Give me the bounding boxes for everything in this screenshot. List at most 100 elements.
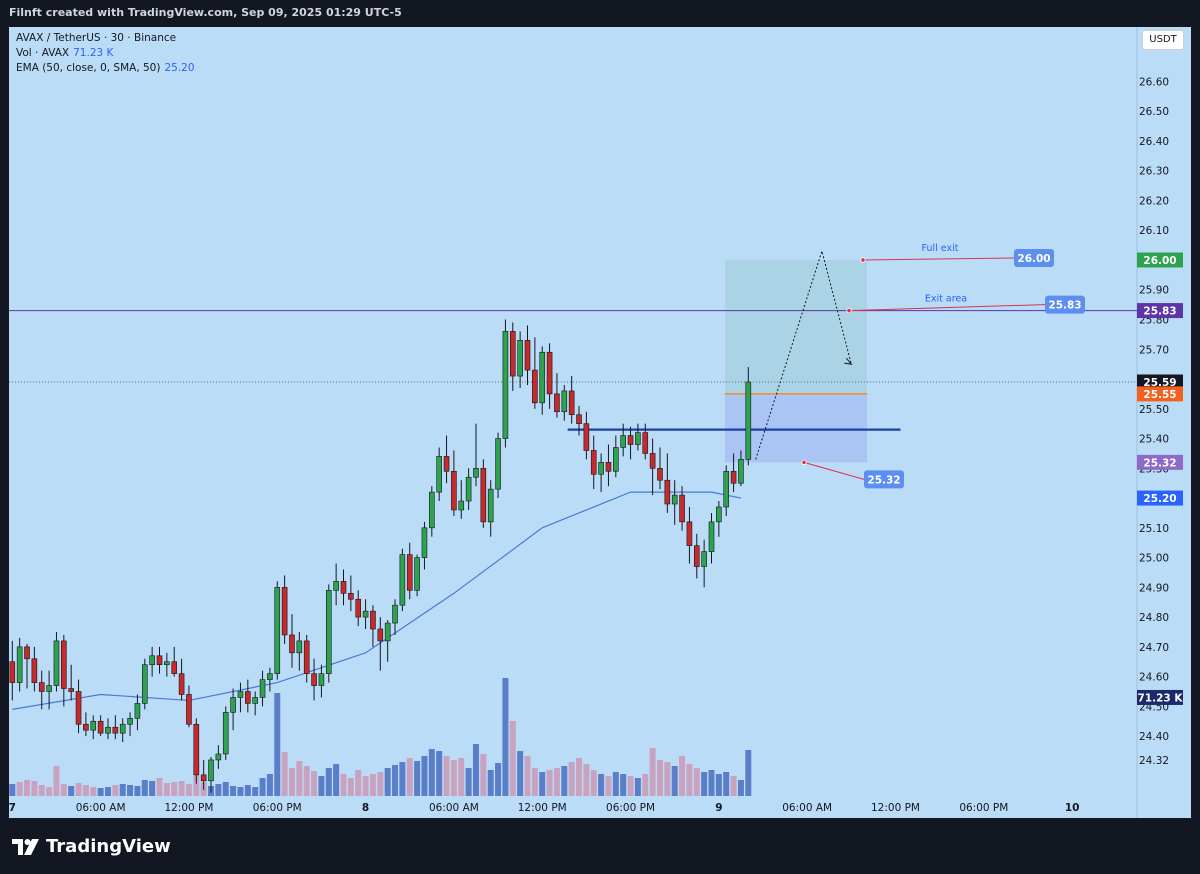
volume-bar [715,774,722,796]
legend-ema[interactable]: EMA (50, close, 0, SMA, 50) 25.20 [16,61,195,76]
candle-body [473,468,479,478]
plot-area: 26.00 Full exit 25.83 Exit area 25.32 [9,243,1137,796]
candle-body [311,673,317,686]
candle-body [75,691,82,725]
price-axis-badge-text: 25.55 [1143,389,1176,401]
legend-volume-value: 71.23 K [73,47,114,59]
candle-body [679,494,685,523]
candle-body [480,468,487,523]
candle-body [738,459,744,484]
legend-symbol[interactable]: AVAX / TetherUS · 30 · Binance [16,32,177,44]
candle-body [230,697,236,713]
y-tick-label: 24.32 [1139,755,1169,767]
y-tick-label: 25.10 [1139,523,1169,535]
candle-body [730,470,737,484]
y-tick-label: 24.80 [1139,612,1169,624]
y-tick-label: 24.90 [1139,582,1169,594]
candle-body [362,610,369,618]
volume-bar [274,693,281,796]
price-axis-badge-text: 25.32 [1143,457,1176,469]
candle-body [465,476,472,502]
volume-bar [517,751,524,796]
legend-ema-value: 25.20 [164,62,195,74]
volume-bar [53,766,60,796]
volume-bar [568,762,575,796]
chart-frame[interactable]: 26.60 26.50 26.40 26.30 26.20 26.10 26.00 25.90… [9,27,1191,818]
x-tick-label: 06:00 PM [606,802,655,814]
candle-body [348,592,354,600]
volume-bar [127,785,134,796]
candle-body [693,545,700,567]
candle-body [340,581,347,594]
volume-bar [156,778,163,796]
volume-bar [583,764,590,796]
candle-body [635,432,641,445]
candle-body [61,640,67,689]
y-tick-label: 24.70 [1139,642,1169,654]
candle-body [237,691,244,698]
candle-body [281,587,288,636]
candle-body [392,604,398,624]
candle-body [443,456,450,472]
volume-bar [281,752,288,796]
candle-body [9,661,16,683]
annotation-connector [803,461,865,480]
candle-body [421,527,428,558]
target-zone [724,259,868,394]
price-axis-badge [1137,490,1183,506]
y-tick-label: 26.10 [1139,225,1169,237]
chart-svg[interactable]: 26.60 26.50 26.40 26.30 26.20 26.10 26.00 25.90… [9,27,1191,818]
price-axis-badge-text: 26.00 [1143,255,1176,267]
candle-body [156,655,163,666]
price-axis-badge [1137,454,1183,470]
candle-body [546,351,553,395]
candle-body [164,661,170,666]
candle-body [554,393,560,413]
tradingview-logo[interactable]: TradingView [12,836,171,857]
volume-bar [671,766,678,796]
volume-bar [605,776,612,796]
price-axis-badge-text: 25.83 [1143,306,1176,318]
candle-body [414,557,420,591]
candle-body [267,673,273,680]
volume-bar [163,783,170,796]
volume-bar [590,770,597,796]
candle-body [245,691,251,704]
volume-bar [421,756,428,796]
currency-unit-button[interactable]: USDT [1142,30,1184,50]
candle-body [613,447,619,472]
candle-body [487,488,494,523]
candle-body [38,682,45,692]
volume-bar [708,770,715,796]
x-tick-label: 06:00 AM [782,802,832,814]
annotation-badge-text: 25.83 [1048,300,1081,312]
volume-bar [443,756,450,796]
x-tick-label: 06:00 AM [76,802,126,814]
x-tick-label: 8 [362,802,369,814]
volume-bar [369,774,376,796]
volume-bar [60,784,67,796]
volume-bar [414,761,421,796]
volume-bar [576,758,583,796]
volume-bar [237,787,244,796]
y-tick-label: 26.50 [1139,106,1169,118]
candle-body [716,506,722,523]
candle-body [399,554,406,606]
volume-bar [642,774,649,796]
y-tick-label: 25.00 [1139,553,1169,565]
y-tick-label: 26.30 [1139,166,1169,178]
candle-body [627,435,634,445]
x-tick-label: 12:00 PM [164,802,213,814]
volume-bar [333,764,340,796]
legend-volume[interactable]: Vol · AVAX 71.23 K [16,46,195,61]
candle-body [112,726,119,734]
volume-bar [509,721,516,796]
candle-body [532,369,538,404]
volume-bar [171,782,178,796]
candle-body [495,438,501,490]
price-axis-badge-text: 25.59 [1143,377,1176,389]
candle-body [708,521,715,552]
volume-bar [134,786,141,796]
price-axis-badge-text: 71.23 K [1137,692,1183,704]
candle-body [598,462,604,475]
